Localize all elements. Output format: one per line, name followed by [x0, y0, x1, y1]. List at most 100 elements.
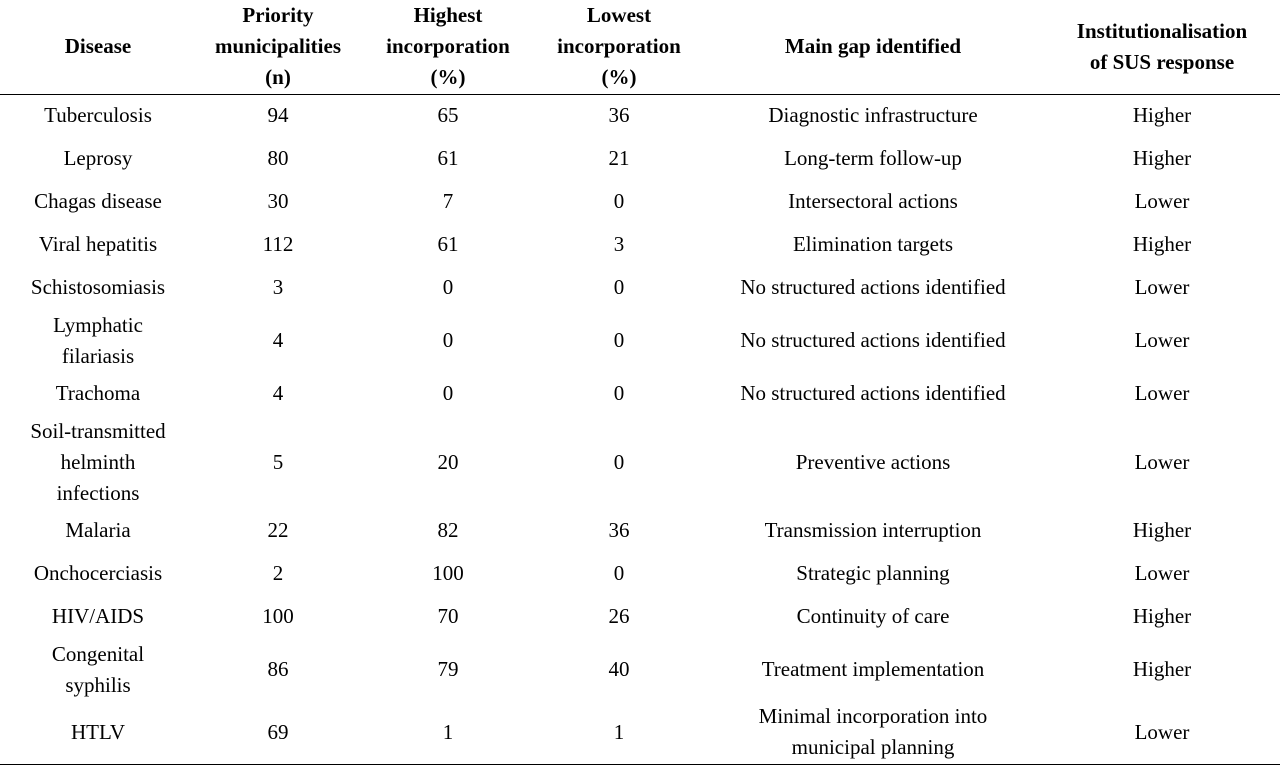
- column-header-priority-municipalities: Priority municipalities (n): [214, 3, 341, 90]
- cell-highest: 70: [437, 604, 459, 628]
- column-header-lowest-incorporation: Lowest incorporation (%): [557, 3, 681, 90]
- cell-highest: 65: [437, 103, 459, 128]
- cell-gap: Intersectoral actions: [788, 189, 958, 213]
- cell-disease: Soil-transmitted helminth infections: [30, 418, 166, 505]
- cell-lowest: 36: [608, 103, 630, 128]
- cell-gap: Minimal incorporation into municipal pla…: [758, 704, 988, 760]
- cell-priority: 4: [272, 328, 284, 352]
- table-row: Lymphatic filariasis 4 0 0 No structured act…: [0, 309, 1280, 372]
- cell-lowest: 0: [613, 275, 625, 299]
- cell-lowest: 0: [613, 449, 625, 474]
- cell-disease: Viral hepatitis: [38, 232, 158, 256]
- cell-priority: 22: [267, 518, 289, 542]
- table-body: Tuberculosis 94 65 36 Diagnostic infrastruct…: [0, 94, 1280, 764]
- cell-priority: 86: [267, 657, 289, 681]
- cell-disease: Tuberculosis: [44, 103, 152, 128]
- table-row: Tuberculosis 94 65 36 Diagnostic infrastruct…: [0, 94, 1280, 137]
- cell-highest: 0: [442, 275, 454, 299]
- cell-highest: 1: [442, 719, 454, 744]
- cell-highest: 61: [437, 232, 459, 256]
- cell-priority: 80: [267, 146, 289, 170]
- cell-lowest: 0: [613, 328, 625, 352]
- table-row: Soil-transmitted helminth infections 5 20 0…: [0, 415, 1280, 509]
- column-header-highest-incorporation: Highest incorporation (%): [386, 3, 510, 90]
- cell-highest: 82: [437, 518, 459, 542]
- cell-inst: Lower: [1134, 449, 1190, 474]
- cell-lowest: 3: [613, 232, 625, 256]
- cell-disease: Onchocerciasis: [33, 561, 163, 585]
- cell-gap: No structured actions identified: [740, 275, 1006, 299]
- cell-inst: Lower: [1134, 719, 1190, 744]
- cell-disease: Trachoma: [55, 381, 141, 405]
- table-row: Malaria 22 82 36 Transmission interruption Hi…: [0, 509, 1280, 552]
- cell-lowest: 0: [613, 561, 625, 585]
- cell-priority: 30: [267, 189, 289, 213]
- table-row: HIV/AIDS 100 70 26 Continuity of care Higher: [0, 595, 1280, 638]
- cell-gap: Preventive actions: [795, 449, 951, 474]
- cell-gap: Continuity of care: [796, 604, 950, 628]
- cell-inst: Higher: [1132, 657, 1192, 681]
- cell-priority: 112: [262, 232, 294, 256]
- cell-priority: 100: [262, 604, 294, 628]
- table-row: HTLV 69 1 1 Minimal incorporation into munic…: [0, 701, 1280, 764]
- cell-highest: 0: [442, 328, 454, 352]
- cell-lowest: 0: [613, 189, 625, 213]
- cell-lowest: 21: [608, 146, 630, 170]
- table-row: Onchocerciasis 2 100 0 Strategic planning Low…: [0, 552, 1280, 595]
- cell-disease: Congenital syphilis: [51, 641, 145, 697]
- table-row: Leprosy 80 61 21 Long-term follow-up Higher: [0, 137, 1280, 180]
- table-row: Schistosomiasis 3 0 0 No structured actions …: [0, 266, 1280, 309]
- cell-inst: Lower: [1134, 561, 1190, 585]
- cell-inst: Higher: [1132, 103, 1192, 128]
- cell-gap: Treatment implementation: [761, 657, 985, 681]
- cell-disease: HTLV: [70, 719, 126, 744]
- cell-priority: 94: [267, 103, 289, 128]
- cell-priority: 5: [272, 449, 284, 474]
- cell-gap: Diagnostic infrastructure: [768, 103, 978, 128]
- cell-lowest: 40: [608, 657, 630, 681]
- cell-inst: Lower: [1134, 189, 1190, 213]
- cell-lowest: 36: [608, 518, 630, 542]
- cell-inst: Higher: [1132, 232, 1192, 256]
- table-row: Congenital syphilis 86 79 40 Treatment imple…: [0, 638, 1280, 701]
- cell-disease: Leprosy: [63, 146, 133, 170]
- cell-inst: Lower: [1134, 381, 1190, 405]
- column-header-disease: Disease: [64, 34, 132, 59]
- cell-inst: Higher: [1132, 604, 1192, 628]
- cell-lowest: 0: [613, 381, 625, 405]
- cell-gap: Strategic planning: [796, 561, 950, 585]
- header-row: Disease Priority municipalities (n) High…: [0, 0, 1280, 94]
- cell-priority: 2: [272, 561, 284, 585]
- column-header-institutionalisation: Institutionalisation of SUS response: [1076, 18, 1248, 74]
- cell-inst: Lower: [1134, 275, 1190, 299]
- table-row: Chagas disease 30 7 0 Intersectoral actions L…: [0, 180, 1280, 223]
- cell-disease: Schistosomiasis: [30, 275, 166, 299]
- cell-disease: HIV/AIDS: [51, 604, 145, 628]
- cell-inst: Higher: [1132, 518, 1192, 542]
- cell-highest: 79: [437, 657, 459, 681]
- cell-disease: Malaria: [65, 518, 131, 542]
- table-row: Viral hepatitis 112 61 3 Elimination targets…: [0, 223, 1280, 266]
- table-row: Trachoma 4 0 0 No structured actions identif…: [0, 372, 1280, 415]
- cell-lowest: 26: [608, 604, 630, 628]
- cell-highest: 0: [442, 381, 454, 405]
- cell-disease: Chagas disease: [34, 189, 162, 213]
- cell-gap: Elimination targets: [792, 232, 953, 256]
- cell-highest: 61: [437, 146, 459, 170]
- cell-gap: Long-term follow-up: [784, 146, 962, 170]
- cell-gap: No structured actions identified: [740, 328, 1006, 352]
- cell-disease: Lymphatic filariasis: [53, 312, 143, 368]
- cell-lowest: 1: [613, 719, 625, 744]
- cell-inst: Higher: [1132, 146, 1192, 170]
- cell-gap: No structured actions identified: [740, 381, 1006, 405]
- table-header: Disease Priority municipalities (n) High…: [0, 0, 1280, 94]
- cell-highest: 7: [442, 189, 454, 213]
- column-header-main-gap: Main gap identified: [784, 34, 962, 59]
- cell-priority: 69: [267, 719, 289, 744]
- cell-priority: 4: [272, 381, 284, 405]
- cell-gap: Transmission interruption: [764, 518, 982, 542]
- cell-inst: Lower: [1134, 328, 1190, 352]
- cell-highest: 100: [432, 561, 464, 585]
- cell-highest: 20: [437, 449, 459, 474]
